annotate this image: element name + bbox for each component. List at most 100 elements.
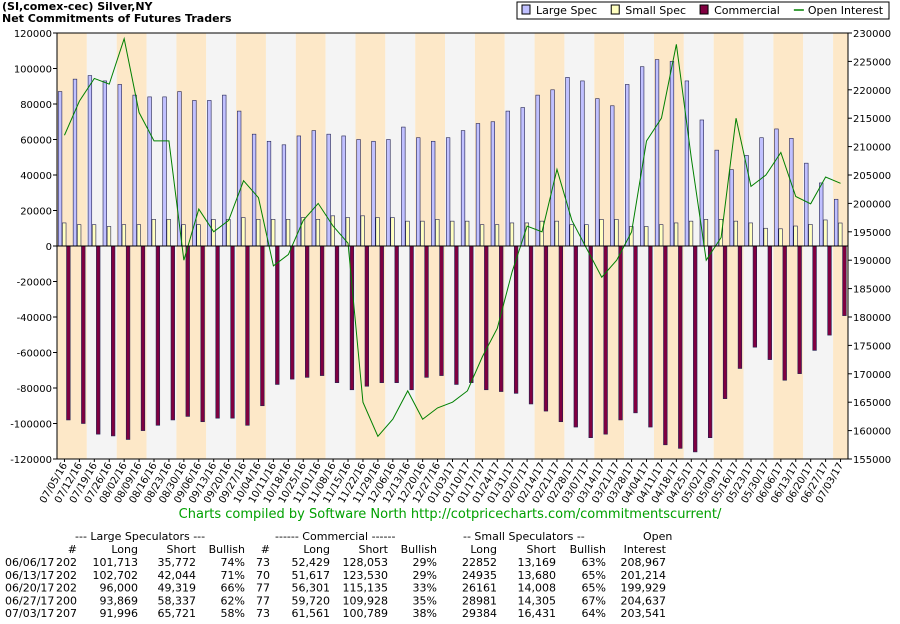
y-tick-label: -60000 xyxy=(17,349,52,360)
y2-tick-label: 225000 xyxy=(853,57,891,68)
table-cell: 29384 xyxy=(462,607,497,620)
bar xyxy=(77,224,82,247)
y-tick-label: 100000 xyxy=(14,65,52,76)
bar xyxy=(334,245,340,383)
table-column-header: Bullish xyxy=(570,543,606,556)
bar xyxy=(445,137,451,247)
y2-tick-label: 155000 xyxy=(853,455,891,466)
table-cell: 06/13/17 xyxy=(5,569,54,582)
bar xyxy=(509,222,515,247)
bar xyxy=(793,225,798,247)
table-cell: 101,713 xyxy=(93,556,139,569)
y2-tick-label: 180000 xyxy=(853,313,891,324)
table-cell: 29% xyxy=(413,569,437,582)
bar xyxy=(136,224,141,247)
bar xyxy=(703,219,709,247)
bar xyxy=(96,245,101,435)
bar xyxy=(57,91,63,247)
bar xyxy=(260,245,265,407)
table-cell: 35% xyxy=(413,594,437,607)
table-group-header: --- Large Speculators --- xyxy=(75,530,205,543)
bar xyxy=(614,219,619,247)
table-cell: 73 xyxy=(256,556,270,569)
table-cell: 199,929 xyxy=(621,582,667,595)
bar xyxy=(752,245,758,348)
table-cell: 13,680 xyxy=(518,569,557,582)
table-cell: 203,541 xyxy=(621,607,667,620)
bar xyxy=(640,66,645,247)
table-column-header: # xyxy=(68,543,77,556)
bar xyxy=(475,123,481,247)
legend-label: Open Interest xyxy=(808,4,884,17)
bar xyxy=(371,140,376,247)
y2-tick-label: 175000 xyxy=(853,341,891,352)
bar xyxy=(759,137,764,247)
table-cell: 77 xyxy=(256,594,270,607)
bar xyxy=(275,245,280,385)
table-cell: 16,431 xyxy=(518,607,557,620)
y2-tick-label: 215000 xyxy=(853,114,891,125)
bar xyxy=(207,100,212,247)
bar xyxy=(416,137,421,247)
table-cell: 115,135 xyxy=(343,582,389,595)
bar xyxy=(435,219,440,247)
bar xyxy=(707,245,713,438)
bar xyxy=(424,245,429,378)
table-cell: 91,996 xyxy=(100,607,139,620)
bar xyxy=(659,224,664,247)
bar xyxy=(181,224,186,247)
table-cell: 71% xyxy=(221,569,245,582)
bar xyxy=(644,226,649,247)
bar xyxy=(66,245,71,421)
bar xyxy=(326,133,331,247)
bar xyxy=(629,226,634,247)
bar xyxy=(834,198,839,247)
bar xyxy=(494,224,500,247)
bar xyxy=(744,155,749,247)
bar xyxy=(778,228,783,247)
bar xyxy=(81,245,86,424)
bar xyxy=(211,219,216,247)
bar xyxy=(539,220,544,247)
chart-subtitle: Net Commitments of Futures Traders xyxy=(2,12,232,25)
bar xyxy=(271,219,276,247)
table-cell: 63% xyxy=(582,556,606,569)
bar xyxy=(737,245,743,369)
credit: Charts compiled by Software North http:/… xyxy=(179,507,722,522)
table-cell: 07/03/17 xyxy=(5,607,54,620)
bar xyxy=(618,245,623,421)
y2-tick-label: 205000 xyxy=(853,171,891,182)
table-cell: 28981 xyxy=(462,594,497,607)
table-column-header: Short xyxy=(526,543,556,556)
table-cell: 33% xyxy=(413,582,437,595)
table-group-header: -- Small Speculators -- xyxy=(463,530,585,543)
table-column-header: # xyxy=(261,543,270,556)
bar xyxy=(394,245,399,383)
bar xyxy=(823,219,828,247)
bar xyxy=(520,107,525,247)
legend-swatch xyxy=(610,4,620,15)
table-cell: 204,637 xyxy=(621,594,667,607)
table-column-header: Bullish xyxy=(401,543,437,556)
bar xyxy=(390,217,395,247)
table-column-header: Long xyxy=(470,543,497,556)
bar xyxy=(420,220,425,247)
table-cell: 65,721 xyxy=(158,607,197,620)
table-cell: 59,720 xyxy=(292,594,331,607)
y2-tick-label: 165000 xyxy=(853,398,891,409)
legend-label: Large Spec xyxy=(536,4,597,17)
bar xyxy=(838,222,843,247)
bar xyxy=(729,169,734,247)
bar xyxy=(454,245,459,385)
bar xyxy=(460,130,466,247)
bar xyxy=(200,245,205,423)
y2-tick-label: 200000 xyxy=(853,199,891,210)
table-cell: 201,214 xyxy=(621,569,667,582)
chart-title: (SI,comex-cec) Silver,NY xyxy=(2,0,154,13)
table-column-header: Short xyxy=(358,543,388,556)
y2-tick-label: 185000 xyxy=(853,285,891,296)
y2-tick-label: 210000 xyxy=(853,143,891,154)
table-cell: 49,319 xyxy=(158,582,197,595)
bar xyxy=(782,245,787,381)
bar xyxy=(588,245,593,438)
